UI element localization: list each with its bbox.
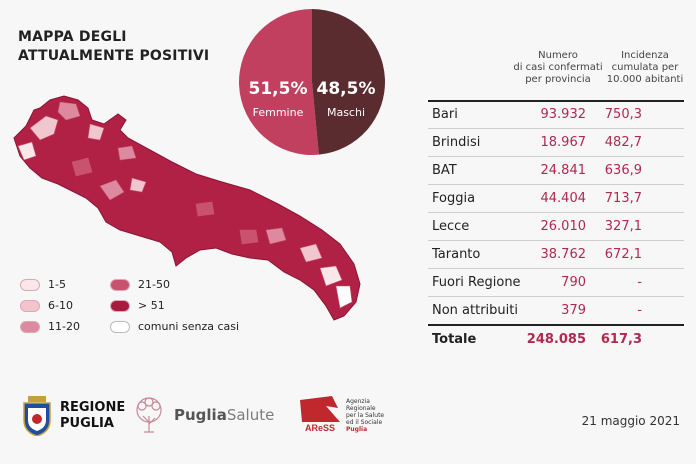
province-name: Foggia [432,191,476,206]
province-cases: 18.967 [540,135,587,150]
province-incidence: 713,7 [604,191,642,206]
province-incidence: - [637,275,642,290]
table-row: Brindisi 18.967 482,7 [428,128,684,156]
table-row: Fuori Regione 790 - [428,268,684,296]
report-date: 21 maggio 2021 [581,414,680,428]
regione-puglia-logo: REGIONE PUGLIA [22,396,125,436]
province-incidence: 327,1 [604,219,642,234]
header-cases: Numero di casi confermati per provincia [506,50,610,86]
table-row: Foggia 44.404 713,7 [428,184,684,212]
total-label: Totale [432,332,477,347]
map-light-areas [17,101,353,309]
province-cases: 93.932 [540,107,587,122]
aress-line: ed il Sociale [346,419,383,426]
gender-pie: 51,5% Femmine 48,5% Maschi [239,9,386,155]
male-label: Maschi [327,106,365,119]
table-row: BAT 24.841 636,9 [428,156,684,184]
legend-label: 6-10 [48,299,73,312]
province-cases: 26.010 [540,219,587,234]
aress-line: per la Salute [346,412,385,419]
province-cases: 24.841 [540,163,587,178]
province-name: Lecce [432,219,470,234]
tree-icon [136,397,162,433]
aress-line: Puglia [346,426,368,433]
map-region-shape [13,95,361,321]
province-name: BAT [432,163,457,178]
province-name: Non attribuiti [432,303,518,318]
aress-logo: AReSS Agenzia Regionale per la Salute ed… [298,394,384,434]
legend-item-over-51: > 51 [110,299,165,312]
puglia-map [13,95,361,321]
puglia-salute-bold: Puglia [174,406,227,424]
pie-slice-female [239,9,319,155]
legend-swatch [20,320,40,333]
province-incidence: 750,3 [604,107,642,122]
table-row: Taranto 38.762 672,1 [428,240,684,268]
header-cases-line: di casi confermati [513,62,603,73]
header-incidence-line: 10.000 abitanti [606,74,684,85]
legend-label: > 51 [138,299,165,312]
puglia-salute-logo: PugliaSalute [132,396,274,434]
header-incidence-line: cumulata per [611,62,679,73]
table-top-rule [428,100,684,102]
regione-line-2: PUGLIA [60,416,114,431]
legend-label: 21-50 [138,278,170,291]
legend-label: 11-20 [48,320,80,333]
province-name: Bari [432,107,458,122]
province-cases: 44.404 [540,191,587,206]
legend-label: 1-5 [48,278,66,291]
province-incidence: - [637,303,642,318]
header-cases-line: per provincia [525,74,591,85]
aress-line: Agenzia [346,398,370,405]
province-table: Bari 93.932 750,3 Brindisi 18.967 482,7 … [428,101,684,353]
aress-logo-text: AReSS [305,423,335,433]
province-cases: 790 [561,275,586,290]
legend-swatch [110,320,130,333]
header-incidence-line: Incidenza [621,50,669,61]
legend-item-6-10: 6-10 [20,299,73,312]
regione-puglia-shield-icon [23,396,51,436]
legend-item-11-20: 11-20 [20,320,80,333]
legend-swatch [110,299,130,312]
male-percent: 48,5% [317,79,376,99]
table-row: Non attribuiti 379 - [428,296,684,324]
puglia-salute-light: Salute [226,406,275,424]
total-incidence: 617,3 [600,332,642,347]
province-name: Fuori Regione [432,275,521,290]
legend-item-21-50: 21-50 [110,278,170,291]
aress-line: Regionale [346,405,376,412]
province-incidence: 482,7 [604,135,642,150]
title-line-1: MAPPA DEGLI [18,29,127,45]
regione-line-1: REGIONE [60,400,126,415]
province-name: Brindisi [432,135,481,150]
province-incidence: 636,9 [604,163,642,178]
legend-swatch [20,278,40,291]
legend-label: comuni senza casi [138,320,240,333]
province-cases: 38.762 [540,247,587,262]
female-percent: 51,5% [249,79,308,99]
header-incidence: Incidenza cumulata per 10.000 abitanti [600,50,690,86]
female-label: Femmine [253,106,304,119]
pie-slice-male [312,9,386,155]
legend-item-no-cases: comuni senza casi [110,320,239,333]
table-row: Bari 93.932 750,3 [428,101,684,128]
aress-mark-icon: AReSS [300,396,340,433]
province-cases: 379 [561,303,586,318]
legend-swatch [20,299,40,312]
province-name: Taranto [432,247,481,262]
title-line-2: ATTUALMENTE POSITIVI [18,48,210,64]
legend-swatch [110,278,130,291]
table-row: Lecce 26.010 327,1 [428,212,684,240]
province-incidence: 672,1 [604,247,642,262]
total-cases: 248.085 [526,332,586,347]
header-cases-line: Numero [538,50,578,61]
page-title: MAPPA DEGLI ATTUALMENTE POSITIVI [18,28,209,66]
table-total-row: Totale 248.085 617,3 [428,324,684,353]
legend-item-1-5: 1-5 [20,278,66,291]
